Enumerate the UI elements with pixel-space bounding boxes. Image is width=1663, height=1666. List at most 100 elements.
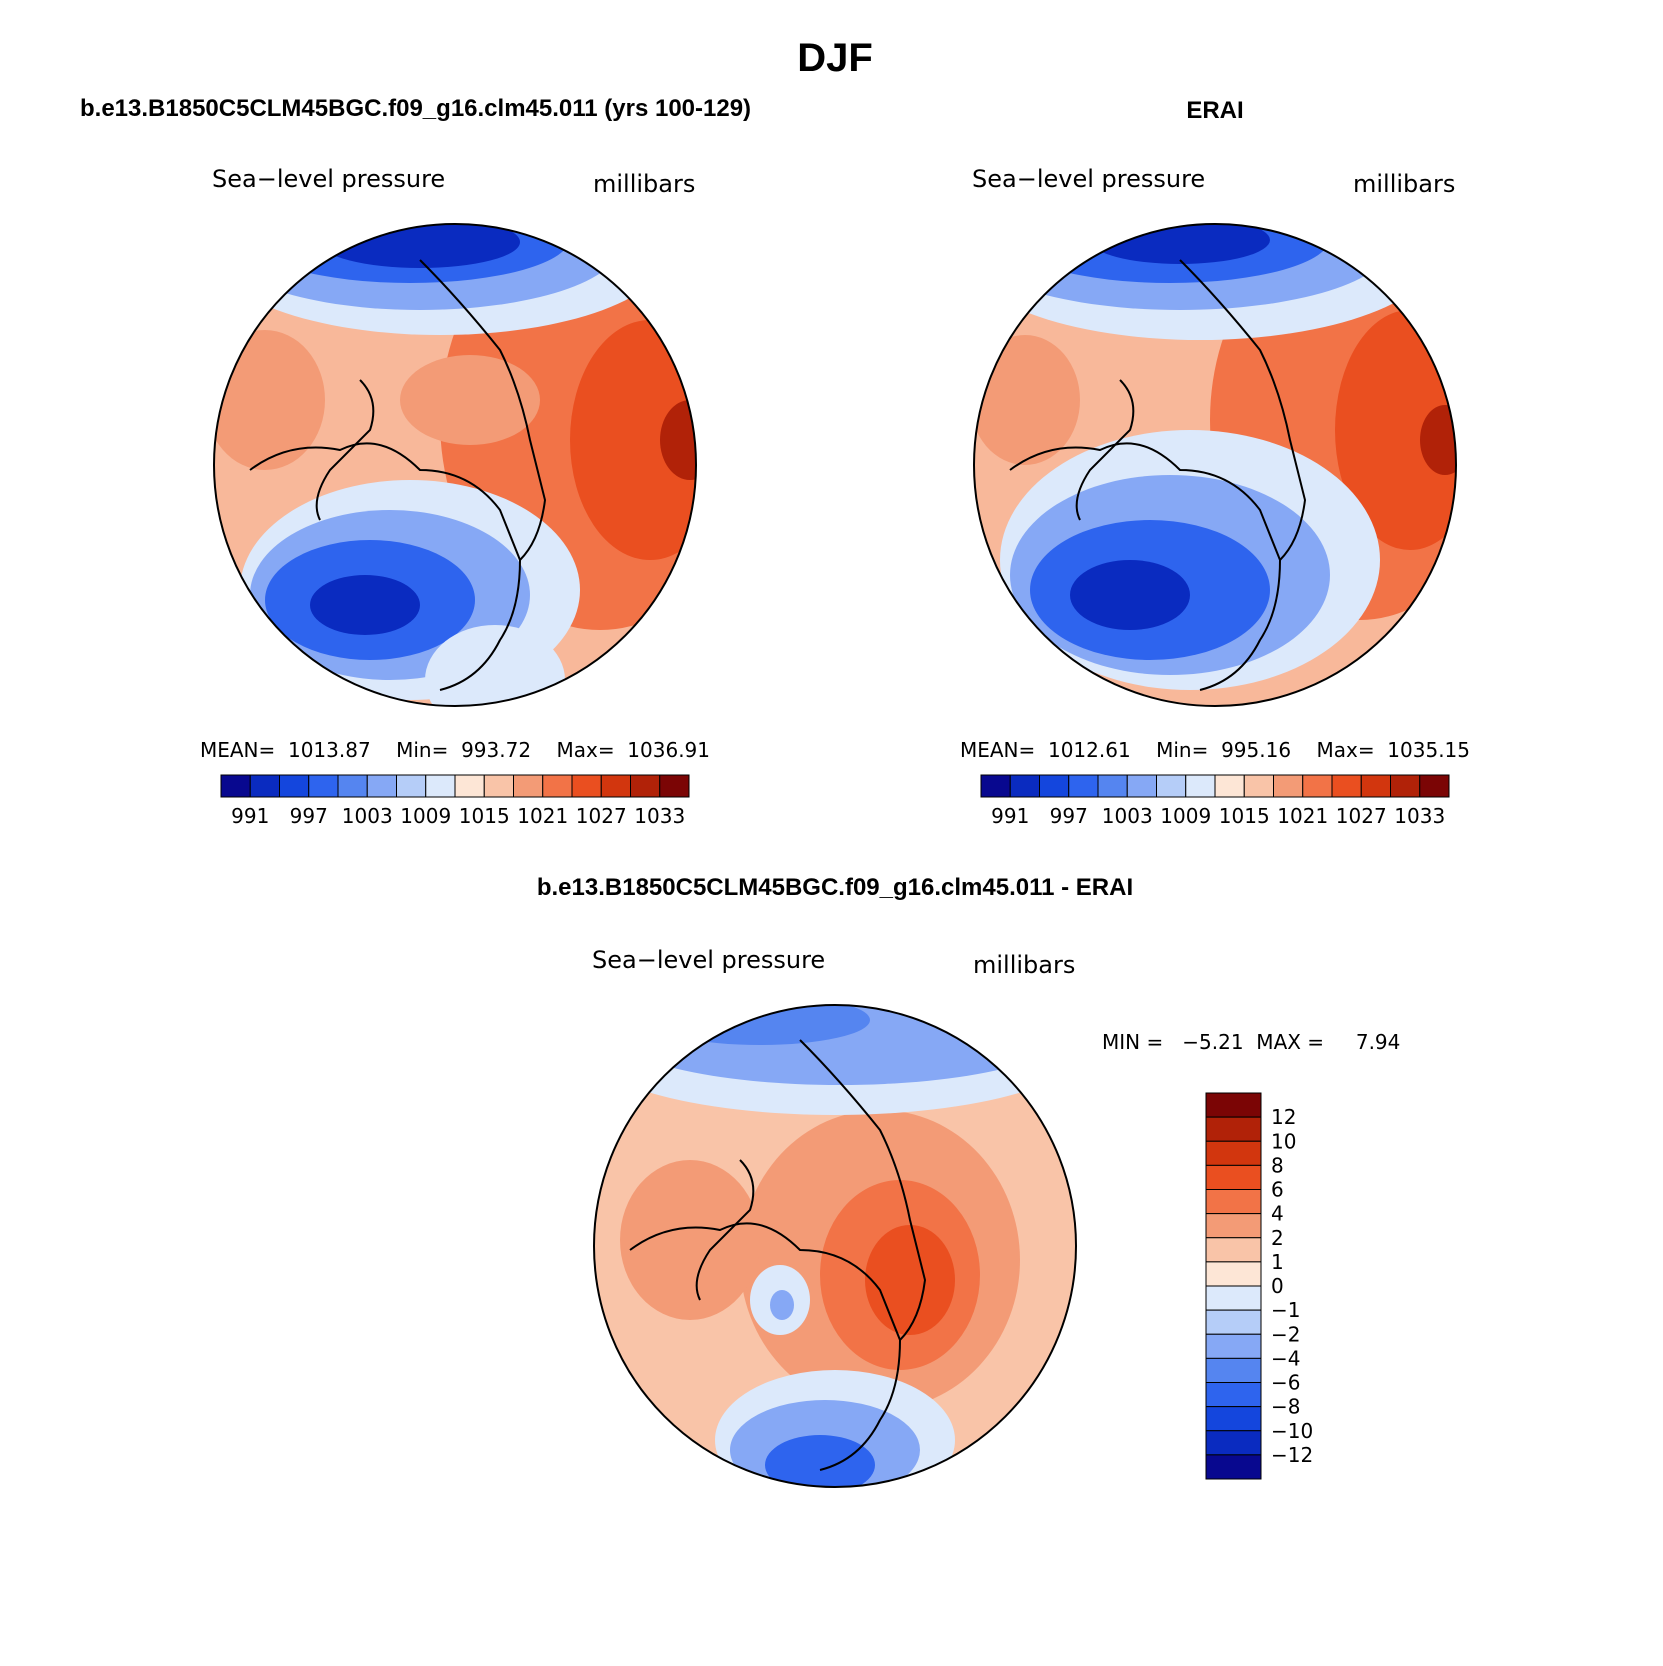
panel-model-units-label: millibars <box>593 170 695 198</box>
colorbar-tick-label: −6 <box>1271 1371 1300 1395</box>
colorbar-swatch <box>980 774 1011 798</box>
colorbar-swatch <box>1205 1116 1262 1142</box>
colorbar-swatch <box>454 774 485 798</box>
colorbar-swatch <box>630 774 661 798</box>
colorbar-swatch <box>1302 774 1333 798</box>
colorbar-tick-label: 1021 <box>1277 804 1328 828</box>
panel-obs: Sea−level pressure millibars MEAN= 1012.… <box>960 165 1470 828</box>
colorbar-tick-label: 997 <box>290 804 328 828</box>
colorbar-tick-label: 8 <box>1271 1153 1284 1177</box>
colorbar-tick-label: −12 <box>1271 1443 1313 1467</box>
colorbar-swatch <box>1360 774 1391 798</box>
colorbar-swatch <box>1185 774 1216 798</box>
colorbar-swatch <box>542 774 573 798</box>
colorbar-tick-label: −2 <box>1271 1322 1300 1346</box>
colorbar-swatch <box>1068 774 1099 798</box>
colorbar-swatch <box>1205 1261 1262 1287</box>
colorbar-swatch <box>1156 774 1187 798</box>
panel-model-colorbar: 991 997 1003 1009 1015 1021 1027 1033 <box>220 774 690 828</box>
colorbar-swatch <box>659 774 690 798</box>
colorbar-swatch <box>1214 774 1245 798</box>
panel-obs-map <box>974 224 1456 706</box>
colorbar-swatch <box>337 774 368 798</box>
colorbar-swatch <box>1205 1406 1262 1432</box>
panel-model-heading: b.e13.B1850C5CLM45BGC.f09_g16.clm45.011 … <box>80 95 751 122</box>
panel-model: Sea−level pressure millibars MEAN= 1013.… <box>200 165 710 828</box>
colorbar-tick-label: 2 <box>1271 1226 1284 1250</box>
colorbar-tick-label: 991 <box>231 804 269 828</box>
colorbar-swatch <box>1205 1140 1262 1166</box>
colorbar-swatch <box>220 774 251 798</box>
colorbar-tick-label: 1003 <box>1102 804 1153 828</box>
colorbar-swatch <box>1205 1189 1262 1215</box>
panel-obs-stats: MEAN= 1012.61 Min= 995.16 Max= 1035.15 <box>960 738 1470 762</box>
colorbar-swatch <box>1205 1454 1262 1480</box>
colorbar-swatch <box>1390 774 1421 798</box>
colorbar-tick-label: −4 <box>1271 1346 1300 1370</box>
colorbar-swatch <box>1243 774 1274 798</box>
panel-model-variable-label: Sea−level pressure <box>212 165 445 193</box>
colorbar-swatch <box>308 774 339 798</box>
colorbar-tick-label: 1033 <box>1394 804 1445 828</box>
panel-diff-variable-label: Sea−level pressure <box>592 946 825 974</box>
colorbar-swatch <box>1205 1430 1262 1456</box>
colorbar-swatch <box>279 774 310 798</box>
colorbar-swatch <box>1205 1213 1262 1239</box>
colorbar-tick-label: 1033 <box>634 804 685 828</box>
panel-diff-units-label: millibars <box>973 951 1075 979</box>
colorbar-swatch <box>1205 1237 1262 1263</box>
panel-diff-map-outline <box>593 1004 1077 1488</box>
colorbar-swatch <box>1205 1333 1262 1359</box>
colorbar-swatch <box>1039 774 1070 798</box>
colorbar-swatch <box>1205 1357 1262 1383</box>
colorbar-tick-label: 12 <box>1271 1105 1296 1129</box>
colorbar-swatch <box>1126 774 1157 798</box>
colorbar-swatch <box>396 774 427 798</box>
colorbar-tick-label: 6 <box>1271 1178 1284 1202</box>
colorbar-tick-label: 1027 <box>576 804 627 828</box>
figure-title: DJF <box>797 36 873 80</box>
colorbar-tick-label: 10 <box>1271 1129 1296 1153</box>
colorbar-tick-label: −10 <box>1271 1419 1313 1443</box>
colorbar-tick-label: 991 <box>991 804 1029 828</box>
colorbar-tick-label: 1003 <box>342 804 393 828</box>
colorbar-swatch <box>1205 1285 1262 1311</box>
panel-obs-heading: ERAI <box>1186 97 1243 124</box>
colorbar-swatch <box>571 774 602 798</box>
colorbar-swatch <box>1419 774 1450 798</box>
colorbar-tick-label: 1027 <box>1336 804 1387 828</box>
panel-diff: Sea−level pressure millibars MIN = −5.21… <box>592 946 1400 1488</box>
colorbar-swatch <box>1097 774 1128 798</box>
colorbar-swatch <box>513 774 544 798</box>
colorbar-tick-label: 997 <box>1050 804 1088 828</box>
colorbar-swatch <box>366 774 397 798</box>
panel-obs-map-outline <box>973 223 1457 707</box>
panel-obs-variable-label: Sea−level pressure <box>972 165 1205 193</box>
colorbar-swatch <box>249 774 280 798</box>
colorbar-swatch <box>1205 1164 1262 1190</box>
colorbar-tick-label: 1015 <box>459 804 510 828</box>
colorbar-tick-label: 4 <box>1271 1202 1284 1226</box>
panel-diff-stats: MIN = −5.21 MAX = 7.94 <box>1102 1030 1400 1054</box>
colorbar-tick-label: −8 <box>1271 1395 1300 1419</box>
colorbar-swatch <box>1009 774 1040 798</box>
colorbar-tick-label: 1009 <box>400 804 451 828</box>
colorbar-swatch <box>1273 774 1304 798</box>
panel-obs-units-label: millibars <box>1353 170 1455 198</box>
colorbar-tick-label: 1 <box>1271 1250 1284 1274</box>
colorbar-swatch <box>1331 774 1362 798</box>
panel-diff-map <box>594 1005 1076 1487</box>
panel-model-map <box>214 224 696 706</box>
colorbar-swatch <box>1205 1382 1262 1408</box>
colorbar-tick-label: 1021 <box>517 804 568 828</box>
panel-model-map-outline <box>213 223 697 707</box>
panel-obs-colorbar: 991 997 1003 1009 1015 1021 1027 1033 <box>980 774 1450 828</box>
colorbar-tick-label: 1009 <box>1160 804 1211 828</box>
colorbar-tick-label: −1 <box>1271 1298 1300 1322</box>
colorbar-swatch <box>1205 1309 1262 1335</box>
panel-model-stats: MEAN= 1013.87 Min= 993.72 Max= 1036.91 <box>200 738 710 762</box>
colorbar-swatch <box>600 774 631 798</box>
colorbar-swatch <box>483 774 514 798</box>
